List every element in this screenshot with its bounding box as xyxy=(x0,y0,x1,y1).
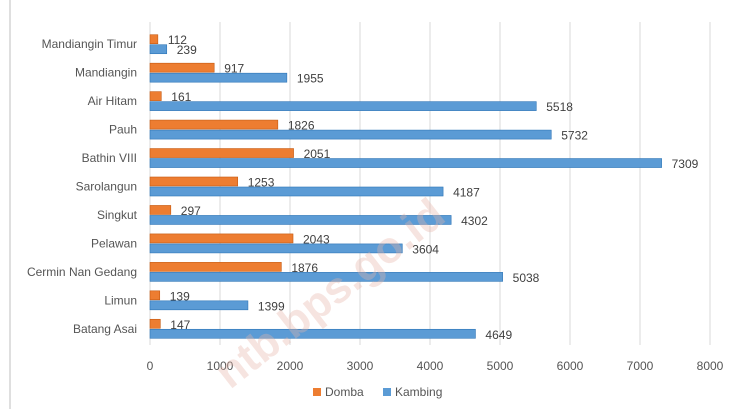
bar-domba-air-hitam xyxy=(149,91,162,101)
x-tick-label: 1000 xyxy=(207,359,234,373)
data-label-kambing-bathin-viii: 7309 xyxy=(672,157,699,171)
bar-kambing-singkut xyxy=(149,215,452,225)
bar-kambing-mandiangin xyxy=(149,72,288,83)
data-label-kambing-pauh: 5732 xyxy=(561,129,588,143)
category-label-sarolangun: Sarolangun xyxy=(76,180,137,194)
x-tick-label: 4000 xyxy=(417,359,444,373)
bar-domba-pelawan xyxy=(149,233,294,244)
data-label-kambing-singkut: 4302 xyxy=(461,214,488,228)
data-label-domba-singkut: 297 xyxy=(181,204,201,218)
x-tick-label: 6000 xyxy=(557,359,584,373)
data-label-kambing-pelawan: 3604 xyxy=(412,242,439,256)
legend-swatch-kambing xyxy=(383,388,391,396)
bar-kambing-pauh xyxy=(149,129,552,140)
bars xyxy=(149,34,662,339)
bar-domba-sarolangun xyxy=(149,176,239,187)
legend-label-kambing: Kambing xyxy=(395,385,442,399)
bar-kambing-sarolangun xyxy=(149,186,444,197)
legend: Domba Kambing xyxy=(313,385,442,399)
data-label-domba-pauh: 1826 xyxy=(288,119,315,133)
data-label-domba-mandiangin: 917 xyxy=(224,62,244,76)
bar-kambing-air-hitam xyxy=(149,101,537,111)
data-label-kambing-sarolangun: 4187 xyxy=(453,186,480,200)
data-label-domba-sarolangun: 1253 xyxy=(248,176,275,190)
bar-kambing-mandiangin-timur xyxy=(149,44,168,55)
x-tick-label: 5000 xyxy=(487,359,514,373)
x-tick-label: 7000 xyxy=(627,359,654,373)
bar-kambing-limun xyxy=(149,300,249,311)
category-label-mandiangin: Mandiangin xyxy=(75,66,137,80)
data-label-kambing-batang-asai: 4649 xyxy=(485,328,512,342)
category-label-singkut: Singkut xyxy=(97,208,138,222)
bar-domba-batang-asai xyxy=(149,318,161,329)
data-label-kambing-mandiangin: 1955 xyxy=(297,72,324,86)
bar-domba-bathin-viii xyxy=(149,148,294,158)
bar-kambing-cermin-nan-gedang xyxy=(149,272,503,282)
category-label-batang-asai: Batang Asai xyxy=(73,322,137,336)
legend-swatch-domba xyxy=(313,388,321,396)
bar-domba-singkut xyxy=(149,205,172,215)
data-label-domba-mandiangin-timur: 112 xyxy=(168,33,187,47)
bar-domba-mandiangin xyxy=(149,62,215,73)
data-label-domba-air-hitam: 161 xyxy=(171,90,191,104)
bar-kambing-pelawan xyxy=(149,243,403,254)
bar-kambing-bathin-viii xyxy=(149,158,662,168)
bar-domba-pauh xyxy=(149,119,279,130)
x-axis-ticks: 0 1000 2000 3000 4000 5000 6000 7000 8000 xyxy=(147,359,724,373)
x-tick-label: 2000 xyxy=(277,359,304,373)
category-label-pelawan: Pelawan xyxy=(91,236,137,250)
category-labels: Mandiangin Timur Mandiangin Air Hitam Pauh B… xyxy=(27,37,138,336)
category-label-cermin-nan-gedang: Cermin Nan Gedang xyxy=(27,265,137,279)
data-label-domba-batang-asai: 147 xyxy=(170,318,190,332)
data-label-domba-bathin-viii: 2051 xyxy=(304,147,331,161)
x-tick-label: 0 xyxy=(147,359,154,373)
bar-kambing-batang-asai xyxy=(149,328,476,339)
category-label-mandiangin-timur: Mandiangin Timur xyxy=(42,37,137,51)
data-label-domba-cermin-nan-gedang: 1876 xyxy=(291,261,318,275)
x-tick-label: 8000 xyxy=(697,359,724,373)
bar-domba-cermin-nan-gedang xyxy=(149,262,282,272)
category-label-limun: Limun xyxy=(104,293,137,307)
data-label-kambing-mandiangin-timur: 239 xyxy=(177,43,197,57)
bar-domba-limun xyxy=(149,290,161,301)
category-label-pauh: Pauh xyxy=(109,123,137,137)
x-tick-label: 3000 xyxy=(347,359,374,373)
data-label-kambing-cermin-nan-gedang: 5038 xyxy=(513,271,540,285)
category-label-bathin-viii: Bathin VIII xyxy=(82,151,137,165)
legend-label-domba: Domba xyxy=(325,385,364,399)
data-label-domba-pelawan: 2043 xyxy=(303,232,330,246)
category-label-air-hitam: Air Hitam xyxy=(88,94,137,108)
data-label-kambing-air-hitam: 5518 xyxy=(546,100,573,114)
data-label-kambing-limun: 1399 xyxy=(258,299,285,313)
data-label-domba-limun: 139 xyxy=(170,289,190,303)
bar-domba-mandiangin-timur xyxy=(149,34,159,45)
